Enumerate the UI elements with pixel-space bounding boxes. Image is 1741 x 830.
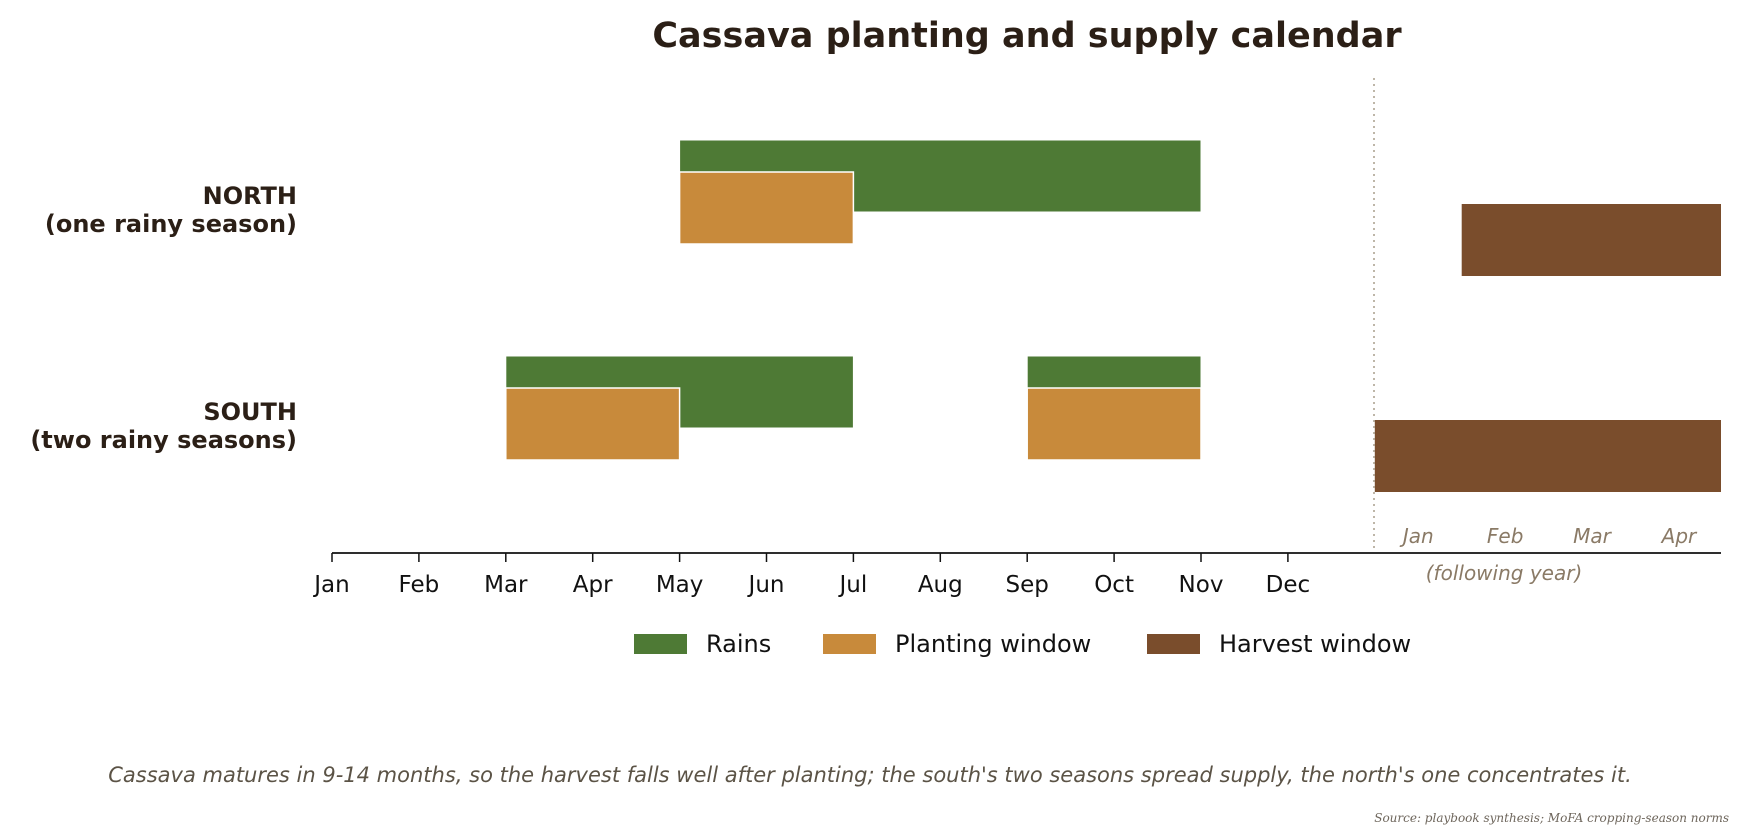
row-label-line: NORTH: [203, 182, 297, 210]
legend-swatch-rains: [634, 634, 687, 654]
x-tick-label: Sep: [1006, 572, 1049, 598]
row-label-line: (two rainy seasons): [30, 426, 297, 454]
planting-bar: [678, 171, 855, 245]
planting-bar: [1026, 387, 1202, 461]
x-tick-label: Aug: [918, 572, 963, 598]
row-label-line: (one rainy season): [45, 210, 297, 238]
following-year-tick-label: Feb: [1487, 524, 1524, 548]
x-tick-label: Jan: [312, 572, 349, 598]
x-tick-label: Apr: [573, 572, 613, 598]
x-tick-label: May: [656, 572, 704, 598]
x-tick-label: Oct: [1094, 572, 1134, 598]
x-tick-label: Jul: [838, 572, 868, 598]
legend-label-rains: Rains: [706, 630, 771, 658]
x-tick-label: Nov: [1179, 572, 1224, 598]
x-tick-label: Jun: [747, 572, 785, 598]
following-year-tick-label: Mar: [1573, 524, 1613, 548]
planting-bar: [505, 387, 681, 461]
source-note: Source: playbook synthesis; MoFA croppin…: [1374, 811, 1729, 825]
following-year-ticks: Jan Feb Mar Apr: [1399, 524, 1698, 548]
chart-caption: Cassava matures in 9-14 months, so the h…: [108, 763, 1632, 787]
following-year-tick-label: Apr: [1660, 524, 1698, 548]
row-labels: NORTH(one rainy season) SOUTH(two rainy s…: [30, 182, 297, 454]
harvest-bar: [1461, 204, 1721, 276]
bars-layer: [505, 139, 1721, 492]
legend: Rains Planting window Harvest window: [634, 630, 1411, 658]
legend-label-harvest: Harvest window: [1219, 630, 1411, 658]
x-tick-label: Feb: [399, 572, 440, 598]
row-label-line: SOUTH: [203, 398, 297, 426]
x-tick-label: Mar: [484, 572, 528, 598]
x-axis-ticks: Jan Feb Mar Apr May Jun Jul Aug Sep Oct Nov Dec: [312, 553, 1310, 598]
following-year-tick-label: Jan: [1399, 524, 1434, 548]
following-year-label: (following year): [1426, 561, 1583, 585]
x-tick-label: Dec: [1266, 572, 1311, 598]
legend-swatch-planting: [823, 634, 876, 654]
chart-title: Cassava planting and supply calendar: [652, 16, 1402, 56]
legend-label-planting: Planting window: [895, 630, 1091, 658]
legend-swatch-harvest: [1147, 634, 1200, 654]
harvest-bar: [1374, 420, 1721, 492]
